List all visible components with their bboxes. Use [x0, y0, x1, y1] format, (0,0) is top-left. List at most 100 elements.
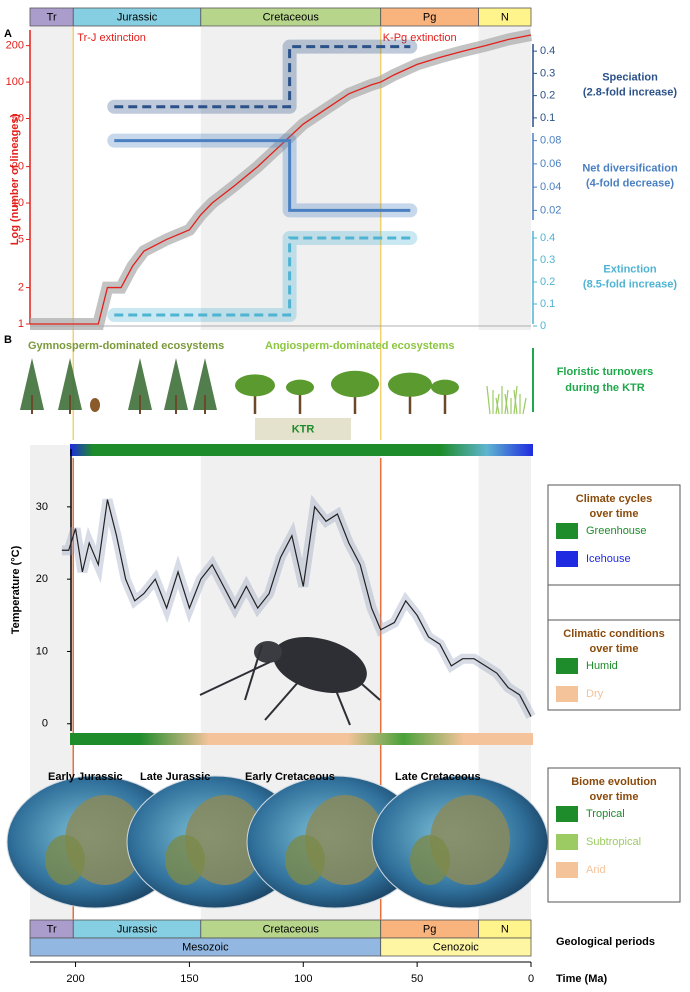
period-name: N	[501, 923, 509, 935]
period-name: N	[501, 11, 509, 23]
period-name: Tr	[47, 11, 57, 23]
rate-tick-label: 0.1	[540, 112, 555, 124]
humidity-bar	[70, 733, 533, 745]
rate-tick-label: 0.04	[540, 181, 561, 193]
beetle-leg	[334, 687, 351, 726]
rate-tick-label: 0.4	[540, 45, 555, 57]
angiosperm-icon	[431, 379, 459, 396]
rate-line	[114, 236, 411, 317]
y-tick-label: 200	[6, 40, 24, 52]
continent	[305, 795, 385, 885]
period-name: Cretaceous	[263, 923, 320, 935]
grass-icon	[522, 397, 527, 415]
era-name: Mesozoic	[182, 941, 229, 953]
beetle-leg	[199, 661, 271, 696]
angiosperm-icon	[388, 372, 432, 397]
legend-title: over time	[590, 791, 639, 803]
legend-label: Icehouse	[586, 553, 631, 565]
y-tick-label: 0	[42, 718, 48, 730]
ecosystem-label: Gymnosperm-dominated ecosystems	[28, 340, 224, 352]
y-tick-label: 5	[18, 233, 24, 245]
y-tick-label: 1	[18, 318, 24, 330]
temperature-line	[61, 499, 532, 717]
x-tick-label: 50	[411, 973, 423, 985]
continent	[45, 835, 85, 885]
continent	[165, 835, 205, 885]
period-name: Pg	[423, 923, 436, 935]
period-name: Cretaceous	[263, 11, 320, 23]
legend-label: Greenhouse	[586, 525, 647, 537]
rate-tick-label: 0.4	[540, 232, 555, 244]
panel-label: A	[4, 28, 12, 40]
period-name: Jurassic	[117, 11, 158, 23]
period-box	[478, 7, 532, 27]
rate-note: (8.5-fold increase)	[583, 278, 677, 290]
rate-tick-label: 0.2	[540, 90, 555, 102]
legend-swatch	[556, 834, 578, 850]
rate-tick-label: 0.1	[540, 298, 555, 310]
era-name: Cenozoic	[433, 941, 479, 953]
x-tick-label: 200	[66, 973, 84, 985]
map-label: Late Cretaceous	[395, 771, 481, 783]
gymnosperm-icon	[128, 358, 152, 410]
continent	[410, 835, 450, 885]
main: Tr Tr Jurassic Jurassic Cretaceous Cretaceous…	[6, 7, 681, 985]
map-label: Early Jurassic	[48, 771, 123, 783]
rate-tick-label: 0.3	[540, 67, 555, 79]
rate-name: Net diversification	[582, 162, 678, 174]
beetle-icon	[273, 636, 367, 694]
period-name: Tr	[47, 923, 57, 935]
period-shade	[30, 27, 74, 330]
rate-tick-label: 0	[540, 320, 546, 332]
beetle-leg	[244, 644, 263, 701]
legend-title: over time	[590, 508, 639, 520]
angiosperm-icon	[331, 370, 379, 398]
legend-label: Dry	[586, 688, 604, 700]
y-tick-label: 20	[36, 573, 48, 585]
gymnosperm-icon	[58, 358, 82, 410]
legend-label: Humid	[586, 660, 618, 672]
climate-cycle-bar	[70, 444, 533, 456]
legend-swatch	[556, 686, 578, 702]
grass-icon	[495, 397, 500, 415]
continent	[185, 795, 265, 885]
y-tick-label: 50	[12, 112, 24, 124]
continent	[65, 795, 145, 885]
ktr-box	[255, 418, 351, 440]
legend-label: Tropical	[586, 808, 625, 820]
map-label: Late Jurassic	[140, 771, 210, 783]
y-tick-label: 2	[18, 281, 24, 293]
legend-swatch	[556, 806, 578, 822]
rate-tick-label: 0.2	[540, 276, 555, 288]
y-tick-label: 10	[12, 197, 24, 209]
turnover-label: Floristic turnovers	[557, 366, 654, 378]
legend-title: Climatic conditions	[563, 628, 664, 640]
rate-name: Extinction	[603, 263, 656, 275]
cone-icon	[90, 398, 100, 412]
legend-label: Subtropical	[586, 836, 641, 848]
era-box	[380, 937, 532, 957]
angiosperm-icon	[235, 374, 275, 397]
angiosperm-icon	[286, 379, 314, 396]
rate-name: Speciation	[602, 71, 658, 83]
beetle-leg	[354, 677, 381, 701]
y-tick-label: 100	[6, 76, 24, 88]
lineage-line	[30, 34, 532, 325]
continent	[285, 835, 325, 885]
periods-label: Geological periods	[556, 936, 655, 948]
x-tick-label: 0	[528, 973, 534, 985]
period-shade	[478, 27, 531, 330]
continent	[430, 795, 510, 885]
map-label: Early Cretaceous	[245, 771, 335, 783]
y-axis-title: Log (number of lineages)	[9, 113, 21, 245]
y-tick-label: 30	[36, 501, 48, 513]
rate-line	[114, 139, 411, 212]
gymnosperm-icon	[193, 358, 217, 410]
legend-title: Climate cycles	[576, 493, 652, 505]
rate-tick-label: 0.06	[540, 158, 561, 170]
x-tick-label: 100	[294, 973, 312, 985]
rate-line	[114, 45, 411, 109]
grass-icon	[513, 389, 518, 415]
annotation: K-Pg extinction	[383, 32, 457, 44]
legend-title: Biome evolution	[571, 776, 657, 788]
